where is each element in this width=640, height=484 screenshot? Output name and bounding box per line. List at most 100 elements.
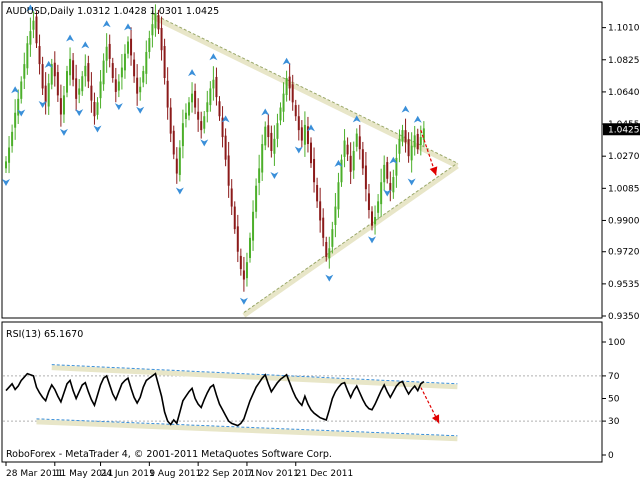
candle-body — [209, 88, 212, 106]
candle-body — [53, 62, 56, 77]
candle-body — [377, 201, 380, 213]
fractal-up-icon — [334, 159, 343, 167]
candle-body — [35, 16, 38, 44]
candle-body — [404, 130, 407, 143]
price-axis: 1.10101.08251.06401.04551.02701.00850.99… — [602, 24, 640, 322]
candle-body — [371, 211, 373, 226]
candle-body — [212, 79, 215, 89]
candle-body — [136, 77, 139, 94]
fractal-up-icon — [66, 34, 75, 42]
candle-body — [130, 38, 133, 56]
candle-body — [230, 188, 233, 207]
forecast-arrows — [420, 129, 440, 424]
fractal-up-icon — [44, 60, 53, 68]
candle-body — [81, 76, 84, 92]
rsi-channel-lower — [36, 418, 458, 437]
fractal-down-icon — [17, 109, 26, 117]
candle-body — [93, 101, 96, 117]
watermark: RoboForex - MetaTrader 4, © 2001-2011 Me… — [6, 449, 332, 460]
candles — [5, 4, 425, 292]
candle-body — [26, 43, 29, 69]
candle-body — [291, 84, 294, 103]
price-tick-label: 0.9900 — [608, 216, 640, 226]
candle-body — [416, 133, 419, 150]
fractal-down-icon — [239, 297, 248, 305]
candle-body — [105, 46, 108, 61]
candle-body — [90, 85, 93, 101]
candle-body — [154, 13, 157, 29]
price-tick-label: 1.0270 — [608, 152, 640, 162]
candle-body — [127, 41, 129, 54]
candle-body — [392, 177, 395, 193]
candle-body — [47, 83, 50, 107]
candle-body — [294, 105, 297, 117]
candle-body — [419, 137, 422, 146]
triangle-upper-line — [152, 13, 458, 164]
candle-body — [163, 46, 166, 79]
fractal-down-icon — [407, 178, 416, 186]
fractal-up-icon — [26, 4, 35, 12]
candle-body — [178, 147, 181, 175]
candle-body — [285, 78, 288, 96]
candle-body — [87, 63, 90, 82]
candle-body — [175, 158, 178, 174]
fractal-up-icon — [102, 20, 111, 28]
fractal-up-icon — [282, 57, 291, 65]
time-tick-label: 21 Dec 2011 — [296, 469, 354, 479]
candle-body — [29, 31, 32, 45]
fractal-up-icon — [188, 69, 197, 77]
candle-body — [374, 216, 377, 225]
candle-body — [389, 182, 392, 191]
candle-body — [166, 80, 169, 108]
candle-body — [352, 150, 355, 171]
candle-body — [38, 46, 41, 65]
candle-body — [59, 98, 62, 115]
candle-body — [270, 132, 273, 151]
candle-body — [224, 135, 227, 160]
price-tick-label: 1.0085 — [608, 184, 640, 194]
candle-body — [252, 211, 255, 241]
fractal-up-icon — [81, 41, 90, 49]
candle-body — [32, 20, 35, 30]
fractal-down-icon — [270, 171, 279, 179]
candle-body — [242, 270, 245, 280]
candle-body — [334, 206, 337, 225]
candle-body — [139, 86, 142, 93]
fractal-down-icon — [368, 236, 376, 244]
candle-body — [50, 64, 53, 85]
candle-body — [282, 93, 285, 112]
candle-body — [328, 248, 331, 259]
fractal-down-icon — [38, 101, 47, 109]
candle-body — [380, 182, 383, 205]
candle-body — [14, 112, 17, 128]
candle-body — [78, 88, 81, 95]
candle-body — [316, 185, 319, 202]
rsi-forecast-arrow-shaft — [420, 386, 440, 424]
candle-body — [361, 149, 364, 169]
candle-body — [8, 147, 11, 163]
rsi-tick-label: 0 — [608, 451, 614, 461]
candle-body — [62, 95, 65, 115]
fractal-up-icon — [209, 53, 218, 61]
price-forecast-arrow-head-icon — [429, 166, 438, 176]
candle-body — [145, 51, 148, 74]
rsi-channel-shadow — [36, 419, 458, 442]
price-tick-label: 1.1010 — [608, 24, 640, 34]
candle-body — [413, 135, 416, 148]
candle-body — [383, 164, 386, 183]
rsi-tick-label: 70 — [608, 372, 620, 382]
candle-body — [300, 127, 303, 141]
candle-body — [23, 64, 26, 79]
candle-body — [17, 98, 20, 116]
candle-body — [102, 60, 105, 85]
price-tick-label: 1.0825 — [608, 56, 640, 66]
candle-body — [160, 27, 163, 51]
candle-body — [203, 116, 206, 129]
candle-body — [407, 139, 410, 157]
candle-body — [236, 226, 239, 252]
candle-body — [184, 112, 187, 120]
candle-body — [111, 63, 114, 79]
candle-body — [331, 229, 334, 247]
fractal-up-icon — [401, 105, 410, 113]
